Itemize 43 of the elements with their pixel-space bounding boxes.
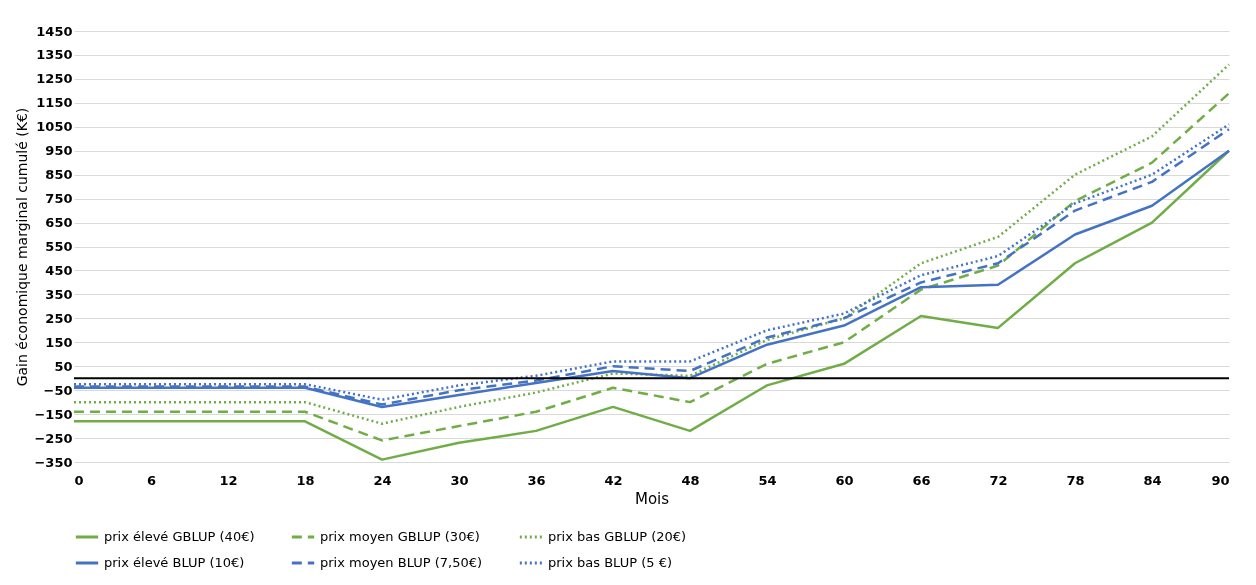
y-tick-label: 950: [45, 143, 73, 159]
y-tick-label: 850: [45, 167, 73, 183]
x-tick-label: 48: [681, 472, 700, 488]
y-tick-label: 450: [45, 262, 73, 278]
y-axis-title: Gain économique marginal cumulé (K€): [14, 107, 31, 387]
x-tick-label: 0: [74, 472, 84, 488]
x-tick-label: 24: [373, 472, 392, 488]
y-tick-label: −250: [34, 430, 73, 446]
y-tick-label: −350: [34, 454, 73, 470]
x-tick-label: 54: [758, 472, 777, 488]
x-tick-label: 66: [912, 472, 931, 488]
y-tick-label: 350: [45, 286, 73, 302]
y-tick-label: 50: [54, 358, 73, 374]
y-tick-label: 750: [45, 191, 73, 207]
x-tick-label: 84: [1143, 472, 1162, 488]
legend-label: prix bas GBLUP (20€): [548, 529, 687, 544]
x-tick-label: 72: [989, 472, 1008, 488]
y-tick-label: 1250: [36, 71, 73, 87]
legend-label: prix bas BLUP (5 €): [548, 555, 672, 570]
x-tick-label: 36: [527, 472, 546, 488]
y-tick-label: 150: [45, 334, 73, 350]
y-tick-label: 1350: [36, 47, 73, 63]
y-tick-label: 1450: [36, 23, 73, 39]
x-tick-label: 90: [1211, 472, 1230, 488]
y-tick-label: −50: [43, 382, 73, 398]
y-tick-label: −150: [34, 406, 73, 422]
legend-label: prix élevé GBLUP (40€): [104, 529, 255, 544]
x-axis-title: Mois: [634, 489, 670, 508]
x-tick-label: 12: [219, 472, 238, 488]
x-tick-label: 18: [296, 472, 315, 488]
x-tick-label: 42: [604, 472, 623, 488]
y-tick-label: 1150: [36, 95, 73, 111]
x-tick-label: 78: [1066, 472, 1085, 488]
x-tick-label: 30: [450, 472, 469, 488]
legend-label: prix élevé BLUP (10€): [104, 555, 245, 570]
y-tick-label: 550: [45, 239, 73, 254]
x-tick-label: 6: [146, 472, 157, 488]
x-tick-label: 60: [835, 472, 854, 488]
legend-label: prix moyen BLUP (7,50€): [320, 555, 483, 570]
y-tick-label: 650: [45, 215, 73, 231]
y-tick-label: 250: [45, 310, 73, 326]
y-tick-label: 1050: [36, 119, 73, 135]
legend-label: prix moyen GBLUP (30€): [320, 529, 480, 544]
